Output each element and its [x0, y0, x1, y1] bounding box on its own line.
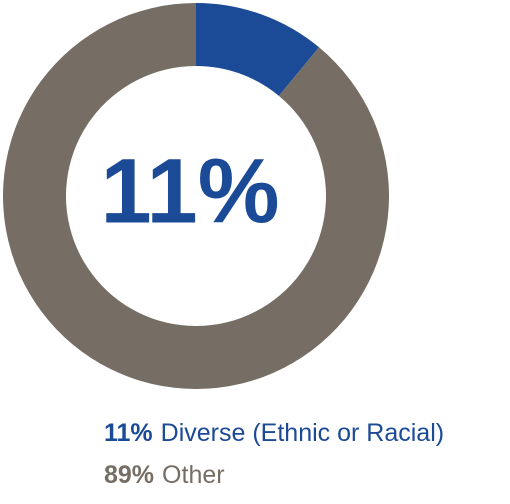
legend-label: Other — [162, 461, 225, 489]
legend-value: 89% — [104, 461, 154, 489]
center-label: 11% — [100, 140, 279, 242]
slice — [196, 3, 320, 96]
legend-entry: 89% Other — [104, 461, 225, 489]
legend-entry: 11% Diverse (Ethnic or Racial) — [104, 419, 444, 447]
legend: 11% Diverse (Ethnic or Racial)89% Other — [104, 419, 444, 489]
legend-label: Diverse (Ethnic or Racial) — [161, 419, 444, 447]
donut — [2, 3, 389, 390]
legend-value: 11% — [104, 419, 153, 447]
slice — [2, 3, 389, 390]
